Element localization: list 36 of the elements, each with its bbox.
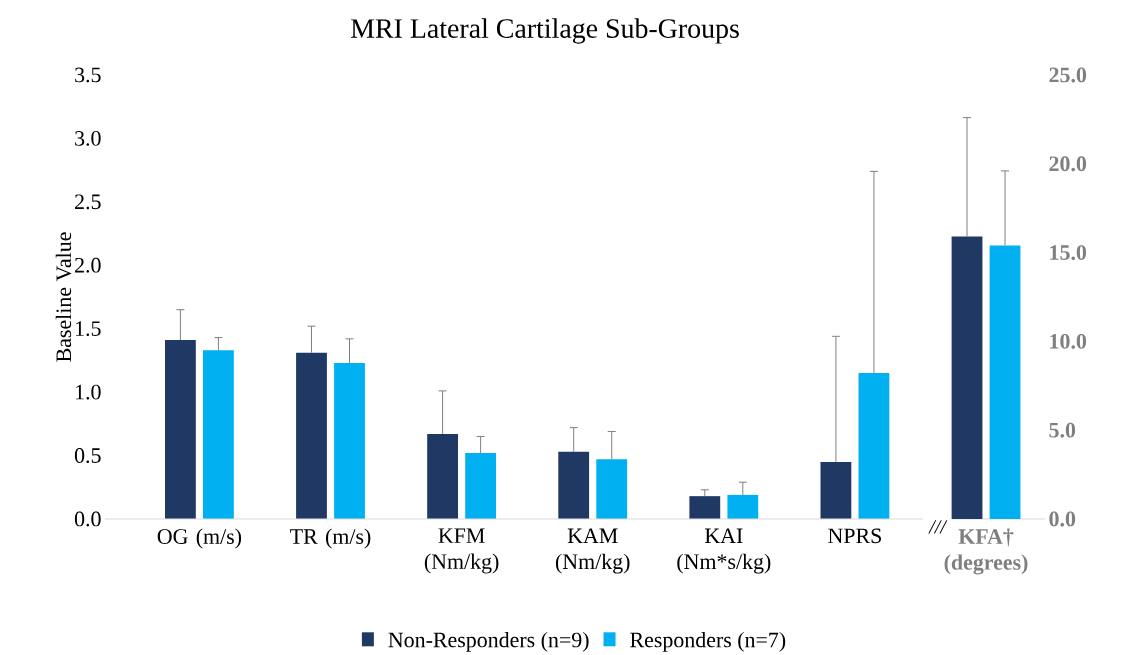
x-tick-label: OG (m/s)	[157, 528, 242, 549]
y2-tick-label: 5.0	[1049, 422, 1076, 438]
x-tick-label: KAM (Nm/kg)	[555, 528, 630, 574]
bar	[858, 373, 890, 519]
y-tick-label: 0.0	[74, 511, 101, 527]
bar	[334, 362, 365, 519]
y2-tick-label: 0.0	[1049, 511, 1076, 527]
y2-tick-label: 15.0	[1050, 245, 1087, 261]
y-tick-label: 2.5	[75, 194, 101, 210]
bar	[689, 496, 721, 519]
y2-tick-label: 20.0	[1049, 156, 1087, 172]
y2-tick-label: 10.0	[1050, 333, 1087, 349]
x-tick-label: KFM (Nm/kg)	[424, 528, 499, 574]
y-tick-label: 0.5	[74, 448, 101, 463]
bar	[465, 453, 497, 519]
bar	[203, 350, 234, 519]
x-tick-label: NPRS	[828, 528, 881, 544]
y-tick-label: 1.0	[76, 384, 101, 400]
bar	[727, 494, 759, 519]
y-tick-label: 3.5	[75, 67, 101, 83]
y-tick-label: 3.0	[75, 130, 101, 146]
chart-title: MRI Lateral Cartilage Sub-Groups	[350, 18, 739, 44]
bar	[296, 352, 327, 519]
bar	[596, 459, 628, 519]
x-tick-label: KAI (Nm*s/kg)	[677, 528, 771, 574]
bar	[558, 451, 590, 519]
y-tick-label: 1.5	[76, 321, 101, 337]
legend-label: Non-Responders (n=9)	[388, 631, 589, 652]
bar	[164, 340, 196, 519]
y2-tick-label: 25.0	[1049, 67, 1087, 83]
y-axis-title: Baseline Value	[55, 232, 72, 362]
legend-label: Responders (n=7)	[630, 631, 786, 652]
bar	[820, 461, 852, 519]
x-tick-label: TR (m/s)	[290, 528, 371, 549]
y-tick-label: 2.0	[75, 257, 101, 273]
bar	[427, 433, 458, 519]
